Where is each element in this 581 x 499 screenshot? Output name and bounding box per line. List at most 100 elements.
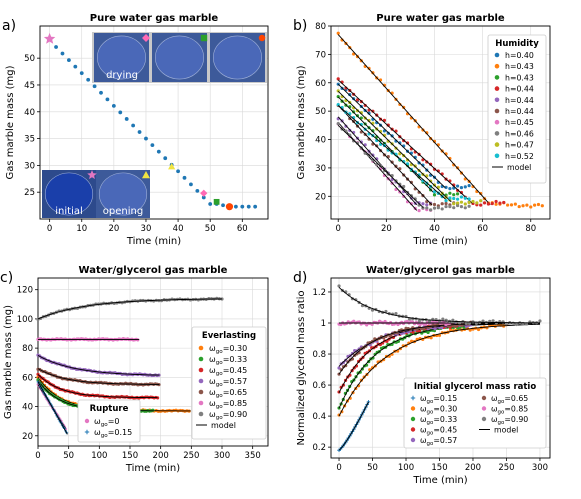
model-line [338, 286, 540, 324]
y-tick-label: 60 [22, 373, 33, 383]
plot-frame [330, 277, 551, 459]
y-tick-label: 0.4 [312, 412, 326, 422]
data-point [517, 204, 521, 209]
legend-marker [198, 345, 204, 351]
data-point [463, 196, 467, 200]
legend-label: h=0.46 [505, 129, 534, 138]
legend-label: ωgo=0.15 [94, 428, 132, 439]
y-tick-label: 50 [24, 54, 35, 64]
model-line [337, 90, 452, 203]
x-tick-label: 40 [173, 224, 184, 234]
legend-title: Initial glycerol mass ratio [414, 382, 537, 392]
data-point [131, 123, 136, 128]
data-point [348, 92, 352, 97]
legend-label: h=0.44 [505, 107, 534, 116]
x-tick-label: 200 [153, 451, 169, 461]
data-point [246, 204, 251, 209]
panel-label: c) [0, 270, 13, 286]
data-point [336, 77, 340, 81]
data-point [144, 136, 148, 141]
y-tick-label: 30 [315, 164, 326, 174]
data-point [479, 199, 483, 203]
data-point [367, 111, 371, 115]
data-point [363, 103, 367, 108]
legend-marker [198, 367, 204, 373]
marble [44, 172, 94, 216]
data-point [105, 97, 110, 102]
inset-marker-triangle [142, 171, 150, 179]
legend-label: ωgo=0.90 [209, 410, 247, 421]
x-axis-label: Time (min) [126, 236, 181, 247]
inset-opening-label: opening [103, 206, 143, 217]
data-point [452, 193, 456, 197]
data-point [150, 143, 155, 148]
data-point [455, 184, 460, 188]
y-tick-label: 20 [315, 192, 326, 202]
data-point [486, 202, 490, 206]
data-point [386, 131, 390, 135]
data-point [459, 195, 464, 199]
data-point [378, 138, 383, 142]
inset-marker-square [200, 34, 208, 42]
y-tick-label: 35 [24, 135, 35, 145]
data-point [421, 206, 425, 210]
data-point [73, 64, 78, 69]
legend-label: ωgo=0.30 [420, 405, 457, 416]
data-point [455, 201, 460, 205]
data-point [463, 185, 467, 189]
legend-label: h=0.52 [505, 152, 534, 161]
data-point [195, 189, 200, 193]
data-point [538, 319, 542, 323]
y-axis-label: Gas marble mass (mg) [3, 305, 14, 419]
x-tick-label: 60 [237, 224, 248, 234]
data-point [479, 203, 483, 207]
data-point [440, 202, 444, 206]
data-point [463, 202, 467, 206]
x-axis-label: Time (min) [412, 475, 467, 486]
data-point [336, 122, 340, 126]
data-point [440, 207, 444, 211]
inset-drying-label: drying [106, 70, 138, 81]
data-point [525, 203, 529, 207]
data-point [417, 190, 421, 194]
x-tick-label: 80 [525, 224, 536, 234]
model-line [337, 105, 446, 200]
panel-label: b) [293, 18, 307, 34]
data-point [455, 188, 460, 193]
data-point [514, 322, 519, 327]
x-tick-label: 20 [381, 224, 392, 234]
data-point [124, 117, 129, 121]
model-line [37, 374, 158, 399]
data-point [355, 98, 360, 102]
legend-label: ωgo=0.57 [209, 377, 247, 388]
data-point [513, 202, 517, 206]
data-point [521, 204, 525, 208]
legend-label: h=0.45 [505, 118, 534, 127]
data-point [398, 182, 402, 186]
data-point [240, 204, 245, 209]
legend-label: ωgo=0.45 [420, 426, 457, 437]
y-tick-label: 60 [315, 79, 326, 89]
data-point [449, 328, 453, 332]
legend-marker [198, 356, 204, 362]
legend-marker [494, 142, 500, 147]
data-point [370, 366, 375, 370]
y-tick-label: 0.8 [312, 350, 326, 360]
legend-model-label: model [507, 163, 531, 172]
model-line [337, 122, 418, 211]
legend-marker [494, 97, 500, 103]
y-tick-label: 25 [24, 188, 35, 198]
data-point [498, 201, 502, 205]
data-point [459, 190, 464, 195]
data-point [468, 328, 472, 332]
data-point [413, 170, 417, 174]
legend: Humidity h=0.40 h=0.43 h=0.43 h=0.44 h=0.44 h=… [487, 34, 547, 184]
x-tick-label: 0 [35, 451, 40, 461]
model-line [337, 83, 446, 189]
legend-marker [410, 406, 416, 411]
data-point [348, 116, 352, 121]
legend-label: h=0.47 [505, 141, 534, 150]
data-point [99, 90, 103, 95]
data-point [253, 204, 258, 209]
inset-marker-circle [258, 34, 266, 42]
